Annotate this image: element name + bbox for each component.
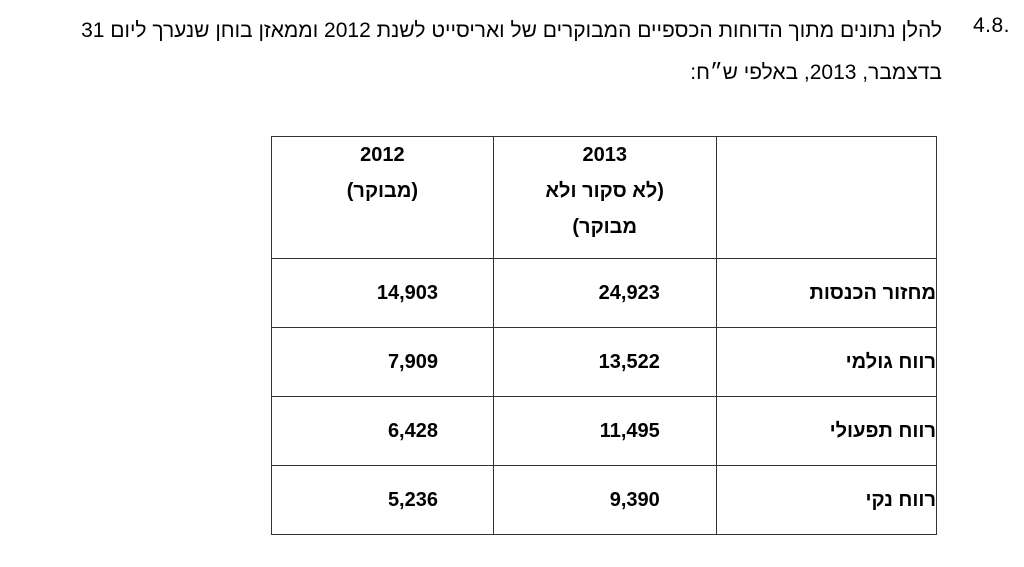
table-row: רווח נקי 9,390 5,236 <box>271 465 938 535</box>
table-header-row: 2013 (לא סקור ולא מבוקר) 2012 (מבוקר) <box>271 136 938 259</box>
cell-gross-profit-2013: 13,522 <box>492 327 717 397</box>
cell-gross-profit-2012: 7,909 <box>271 327 494 397</box>
header-2012-year: 2012 <box>360 144 405 166</box>
header-2012: 2012 (מבוקר) <box>271 136 494 259</box>
cell-revenue-2012: 14,903 <box>271 258 494 328</box>
row-label-revenue: מחזור הכנסות <box>715 258 938 328</box>
header-2012-note: (מבוקר) <box>346 180 419 202</box>
cell-net-profit-2012: 5,236 <box>271 465 494 535</box>
cell-net-profit-2013: 9,390 <box>492 465 717 535</box>
row-label-net-profit: רווח נקי <box>715 465 938 535</box>
section-paragraph: להלן נתונים מתוך הדוחות הכספיים המבוקרים… <box>81 19 942 84</box>
table-row: רווח תפעולי 11,495 6,428 <box>271 396 938 466</box>
header-corner-cell <box>715 136 938 259</box>
row-label-operating-profit: רווח תפעולי <box>715 396 938 466</box>
header-2013-year: 2013 <box>582 144 627 166</box>
header-2013-note-line2: מבוקר) <box>572 216 638 238</box>
section-number: 4.8. <box>972 14 1010 37</box>
header-2013-note-line1: (לא סקור ולא <box>545 180 664 202</box>
row-label-gross-profit: רווח גולמי <box>715 327 938 397</box>
cell-revenue-2013: 24,923 <box>492 258 717 328</box>
table-row: רווח גולמי 13,522 7,909 <box>271 327 938 397</box>
financial-data-table: 2013 (לא סקור ולא מבוקר) 2012 (מבוקר) מח… <box>271 136 938 535</box>
cell-operating-profit-2012: 6,428 <box>271 396 494 466</box>
header-2013: 2013 (לא סקור ולא מבוקר) <box>492 136 717 259</box>
cell-operating-profit-2013: 11,495 <box>492 396 717 466</box>
table-row: מחזור הכנסות 24,923 14,903 <box>271 258 938 328</box>
